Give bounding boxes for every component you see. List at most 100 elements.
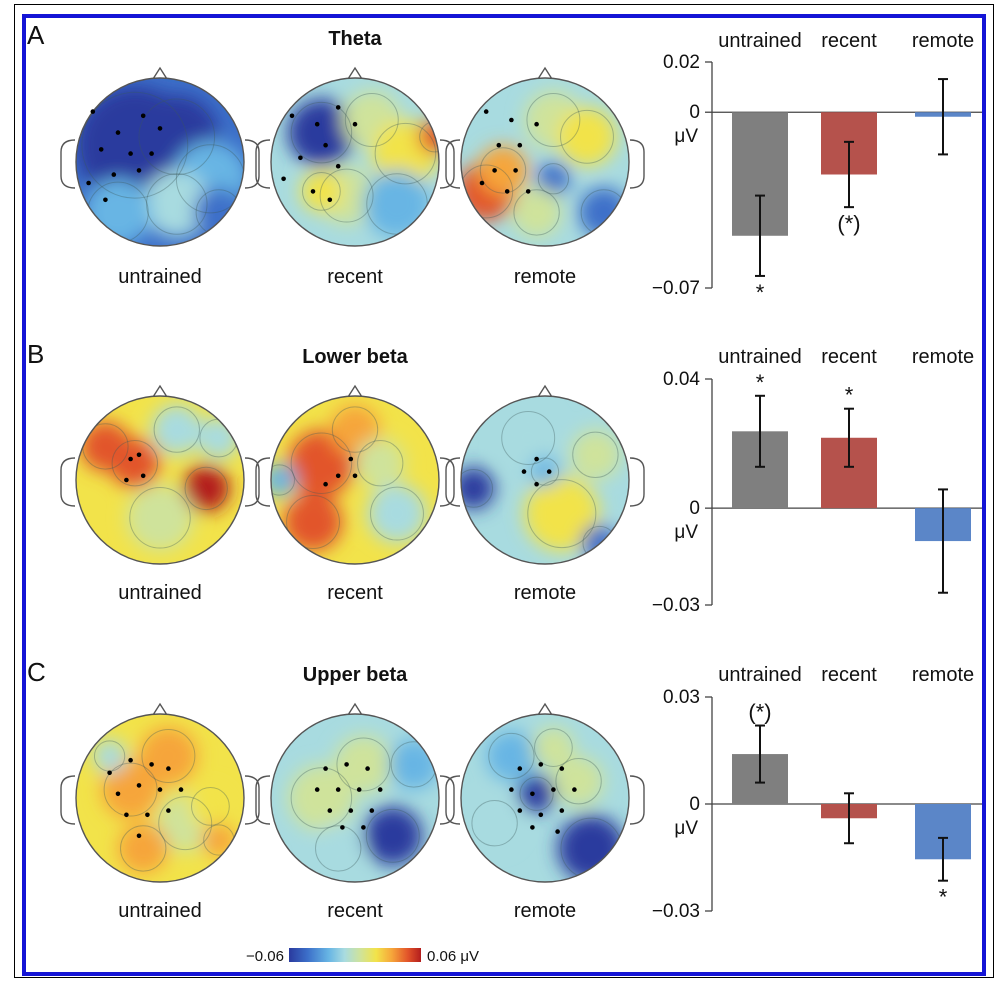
electrode-dot — [149, 151, 154, 156]
electrode-dot — [348, 456, 354, 462]
electrode-dot — [136, 168, 142, 173]
panel-letter-a: A — [27, 20, 45, 50]
head-outline — [270, 395, 440, 565]
activation-blob — [287, 764, 355, 832]
activation-blob — [118, 823, 169, 874]
electrode-dot — [314, 787, 320, 792]
significance-marker: (*) — [748, 700, 771, 725]
electrode-dot — [136, 833, 142, 839]
electrode-dot — [157, 126, 163, 131]
contour-line — [331, 406, 379, 453]
activation-blob — [182, 464, 230, 512]
bar-chart-layer: untrained recent remote0.020−0.07μV*(*)unt… — [652, 30, 982, 922]
y-axis-unit-label: μV — [674, 818, 698, 839]
left-ear-icon — [255, 457, 271, 507]
panel-title-lower-beta: Lower beta — [302, 346, 408, 368]
electrode-dot — [513, 168, 518, 173]
map-label-c-recent: recent — [327, 900, 383, 922]
electrode-dot — [103, 197, 108, 203]
electrode-dot — [115, 791, 121, 797]
map-label-c-remote: remote — [514, 900, 576, 922]
nose-icon — [347, 702, 363, 716]
electrode-dot — [551, 787, 556, 792]
y-tick-label: 0 — [689, 794, 700, 815]
topomap-b-recent — [255, 384, 455, 565]
contour-line — [537, 163, 570, 195]
electrode-dot — [534, 481, 539, 487]
electrode-dot — [352, 121, 358, 127]
activation-blob — [363, 170, 431, 238]
contour-line — [315, 825, 362, 872]
electrode-dot — [538, 762, 544, 767]
electrode-dot — [525, 189, 531, 194]
contour-line — [158, 796, 213, 851]
head-outline — [75, 395, 245, 565]
electrode-dot — [136, 452, 142, 458]
electrode-dot — [555, 829, 560, 834]
panel-letter-c: C — [27, 657, 46, 687]
activation-blob — [84, 178, 152, 246]
contour-line — [141, 729, 196, 783]
electrode-dot — [124, 812, 129, 818]
panel-letter-b: B — [27, 339, 44, 369]
map-label-c-untrained: untrained — [118, 900, 201, 922]
activation-blob — [143, 170, 211, 238]
nose-icon — [347, 66, 363, 80]
topomap-b-untrained — [60, 384, 260, 565]
electrode-dot — [323, 481, 328, 487]
activation-blob — [511, 187, 562, 238]
topomap-c-recent — [255, 702, 455, 883]
activation-blob — [469, 798, 520, 849]
contour-line — [344, 93, 399, 147]
contour-line — [513, 189, 560, 236]
significance-marker: * — [756, 370, 765, 395]
contour-line — [111, 440, 158, 487]
contour-line — [184, 466, 228, 511]
contour-line — [519, 776, 554, 811]
electrode-dot — [530, 825, 535, 830]
y-tick-label: 0.02 — [663, 52, 700, 73]
contour-line — [120, 825, 167, 872]
map-label-b-remote: remote — [514, 582, 576, 604]
activation-blob — [334, 735, 393, 794]
electrode-dot — [145, 812, 150, 818]
activation-blob — [287, 99, 355, 167]
map-label-a-remote: remote — [514, 266, 576, 288]
contour-line — [191, 787, 230, 826]
electrode-dot — [335, 473, 341, 479]
y-axis-unit-label: μV — [674, 522, 698, 543]
contour-line — [290, 101, 353, 164]
right-ear-icon — [244, 457, 260, 507]
activation-blob — [498, 408, 558, 468]
contour-line — [526, 93, 581, 147]
electrode-dot — [483, 109, 489, 114]
left-ear-icon — [445, 139, 461, 189]
electrode-dot — [327, 808, 333, 813]
electrode-dot — [517, 766, 523, 771]
nose-icon — [152, 384, 168, 398]
contour-line — [286, 495, 340, 549]
electrode-dot — [335, 787, 341, 792]
topomap-a-recent — [255, 66, 455, 247]
head-outline — [75, 713, 245, 883]
contour-line — [534, 728, 573, 767]
significance-marker: * — [939, 885, 948, 910]
electrode-dot — [534, 121, 539, 127]
contour-line — [555, 758, 602, 805]
electrode-dot — [361, 825, 366, 830]
contour-line — [302, 172, 341, 211]
category-header-untrained: untrained — [718, 664, 801, 686]
y-tick-label: −0.07 — [652, 278, 700, 299]
activation-blob — [557, 814, 625, 882]
nose-icon — [537, 384, 553, 398]
activation-blob — [570, 429, 621, 480]
electrode-dot — [352, 473, 358, 479]
activation-blob — [529, 456, 561, 487]
activation-blob — [524, 475, 600, 552]
right-ear-icon — [244, 775, 260, 825]
activation-blob — [126, 484, 194, 552]
electrode-dot — [128, 151, 133, 156]
colorbar — [289, 948, 421, 962]
contour-line — [319, 168, 374, 223]
y-tick-label: −0.03 — [652, 595, 700, 616]
